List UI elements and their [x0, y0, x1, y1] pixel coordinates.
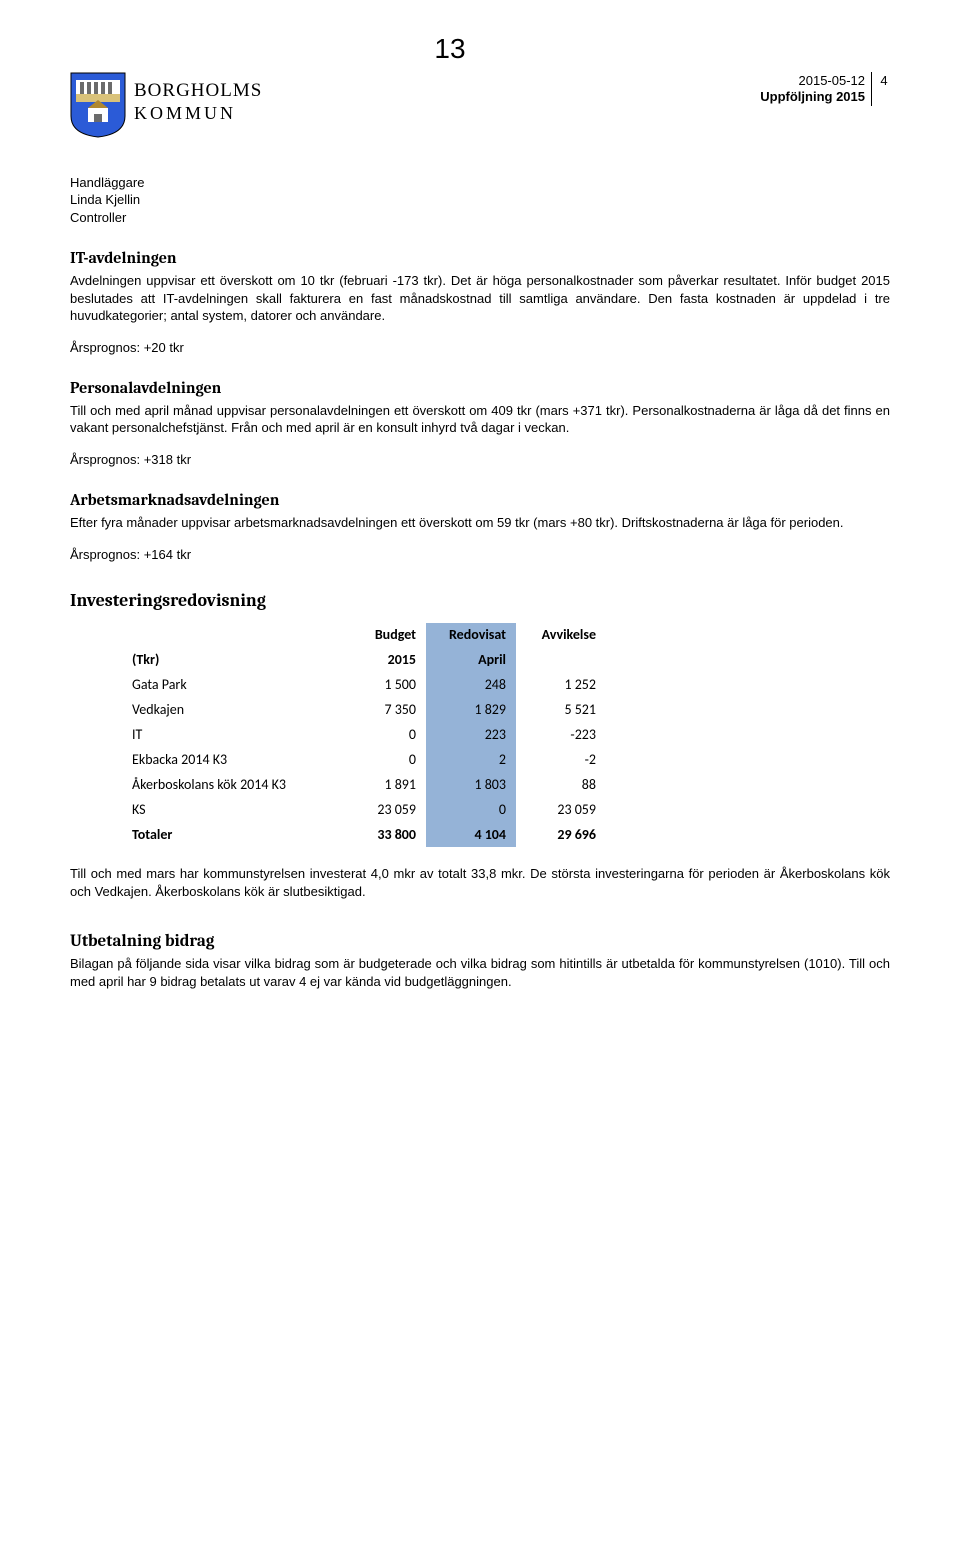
cell-label: IT — [126, 723, 336, 748]
section-personal: Personalavdelningen Till och med april m… — [70, 378, 890, 468]
cell-avvik: 23 059 — [516, 798, 606, 823]
cell-label: Vedkajen — [126, 698, 336, 723]
cell-budget: 1 500 — [336, 673, 426, 698]
table-row: KS23 059023 059 — [126, 798, 606, 823]
invest-table: Budget Redovisat Avvikelse (Tkr) 2015 Ap… — [126, 623, 606, 847]
section-title: Personalavdelningen — [70, 378, 890, 400]
handler-name: Linda Kjellin — [70, 191, 890, 209]
page-number-top: 13 — [40, 30, 860, 68]
cell-redov: 1 829 — [426, 698, 516, 723]
table-row: Åkerboskolans kök 2014 K31 8911 80388 — [126, 773, 606, 798]
section-arbets: Arbetsmarknadsavdelningen Efter fyra mån… — [70, 490, 890, 563]
table-row: Gata Park1 5002481 252 — [126, 673, 606, 698]
th-budget-sub: 2015 — [336, 648, 426, 673]
th-avvik-sub — [516, 648, 606, 673]
section-body: Avdelningen uppvisar ett överskott om 10… — [70, 272, 890, 325]
brand-text: BORGHOLMS KOMMUN — [134, 72, 262, 126]
cell-redov: 1 803 — [426, 773, 516, 798]
page-header: BORGHOLMS KOMMUN 2015-05-12 4 Uppföljnin… — [70, 72, 890, 138]
cell-avvik: 5 521 — [516, 698, 606, 723]
cell-label: Totaler — [126, 823, 336, 848]
th-avvik: Avvikelse — [516, 623, 606, 648]
th-budget: Budget — [336, 623, 426, 648]
th-redov: Redovisat — [426, 623, 516, 648]
th-label — [126, 623, 336, 648]
cell-label: Åkerboskolans kök 2014 K3 — [126, 773, 336, 798]
cell-avvik: -223 — [516, 723, 606, 748]
section-title: IT-avdelningen — [70, 248, 890, 270]
section-it: IT-avdelningen Avdelningen uppvisar ett … — [70, 248, 890, 356]
crest-icon — [70, 72, 126, 138]
table-header-row: (Tkr) 2015 April — [126, 648, 606, 673]
th-redov-sub: April — [426, 648, 516, 673]
cell-redov: 248 — [426, 673, 516, 698]
section-body: Till och med april månad uppvisar person… — [70, 402, 890, 437]
cell-label: Gata Park — [126, 673, 336, 698]
handler-block: Handläggare Linda Kjellin Controller — [70, 174, 890, 227]
cell-budget: 0 — [336, 723, 426, 748]
brand-line1: BORGHOLMS — [134, 78, 262, 104]
cell-avvik: 29 696 — [516, 823, 606, 848]
cell-budget: 0 — [336, 748, 426, 773]
table-total-row: Totaler33 8004 10429 696 — [126, 823, 606, 848]
table-row: IT0223-223 — [126, 723, 606, 748]
section-prognos: Årsprognos: +318 tkr — [70, 451, 890, 469]
utbet-body: Bilagan på följande sida visar vilka bid… — [70, 955, 890, 990]
section-prognos: Årsprognos: +164 tkr — [70, 546, 890, 564]
cell-budget: 23 059 — [336, 798, 426, 823]
cell-avvik: 88 — [516, 773, 606, 798]
section-title: Arbetsmarknadsavdelningen — [70, 490, 890, 512]
header-meta: 2015-05-12 4 Uppföljning 2015 — [760, 72, 890, 106]
cell-budget: 1 891 — [336, 773, 426, 798]
cell-redov: 4 104 — [426, 823, 516, 848]
cell-redov: 0 — [426, 798, 516, 823]
cell-redov: 2 — [426, 748, 516, 773]
cell-label: KS — [126, 798, 336, 823]
handler-role: Controller — [70, 209, 890, 227]
cell-budget: 7 350 — [336, 698, 426, 723]
handler-label: Handläggare — [70, 174, 890, 192]
cell-avvik: 1 252 — [516, 673, 606, 698]
section-prognos: Årsprognos: +20 tkr — [70, 339, 890, 357]
section-body: Efter fyra månader uppvisar arbetsmarkna… — [70, 514, 890, 532]
invest-after-text: Till och med mars har kommunstyrelsen in… — [70, 865, 890, 900]
invest-title: Investeringsredovisning — [70, 589, 890, 613]
brand-line2: KOMMUN — [134, 101, 262, 125]
cell-budget: 33 800 — [336, 823, 426, 848]
logo-block: BORGHOLMS KOMMUN — [70, 72, 262, 138]
th-label-sub: (Tkr) — [126, 648, 336, 673]
section-utbet: Utbetalning bidrag Bilagan på följande s… — [70, 931, 890, 991]
table-header-row: Budget Redovisat Avvikelse — [126, 623, 606, 648]
table-row: Vedkajen7 3501 8295 521 — [126, 698, 606, 723]
utbet-title: Utbetalning bidrag — [70, 931, 890, 954]
table-row: Ekbacka 2014 K302-2 — [126, 748, 606, 773]
cell-redov: 223 — [426, 723, 516, 748]
doc-page-col: 4 — [878, 72, 890, 90]
cell-avvik: -2 — [516, 748, 606, 773]
cell-label: Ekbacka 2014 K3 — [126, 748, 336, 773]
doc-subtitle: Uppföljning 2015 — [760, 88, 865, 106]
divider-icon — [871, 88, 872, 106]
